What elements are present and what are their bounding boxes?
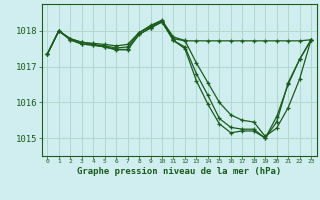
X-axis label: Graphe pression niveau de la mer (hPa): Graphe pression niveau de la mer (hPa)	[77, 167, 281, 176]
